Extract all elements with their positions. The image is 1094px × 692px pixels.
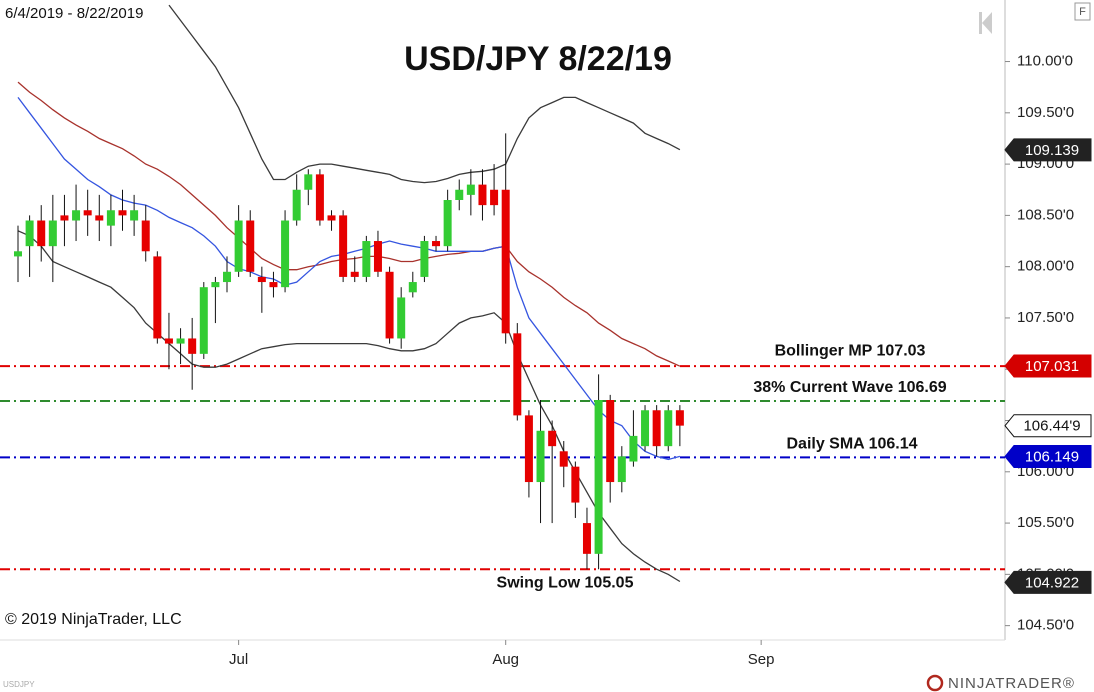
candle-body (257, 276, 266, 283)
f-button[interactable] (1074, 2, 1091, 21)
candle-body (292, 189, 301, 221)
indicator-line (168, 4, 681, 184)
x-tick-label: Jul (229, 651, 248, 668)
annotation: Bollinger MP 107.03 (775, 342, 926, 359)
candle-body (83, 210, 92, 216)
candle-body (118, 210, 127, 216)
brand-logo (926, 674, 944, 692)
price-marker-label: 107.031 (1025, 358, 1079, 375)
candle-body (432, 241, 441, 247)
candle-body (234, 220, 243, 272)
candle-body (164, 338, 173, 344)
price-marker (1004, 414, 1092, 438)
price-marker-label: 106.149 (1025, 448, 1079, 465)
candle-body (72, 210, 81, 221)
candle-body (327, 215, 336, 221)
candle-body (548, 430, 557, 447)
collapse-icon[interactable] (979, 12, 992, 34)
candle-body (373, 241, 382, 272)
y-tick-label: 107.50'0 (1017, 309, 1074, 326)
candle-body (37, 220, 46, 247)
candle-body (664, 410, 673, 447)
indicator-line (17, 230, 681, 583)
candle-body (420, 241, 429, 277)
price-marker-label: 109.139 (1025, 142, 1079, 159)
candle-body (315, 174, 324, 221)
y-tick-label: 109.50'0 (1017, 104, 1074, 121)
candle-body (478, 184, 487, 206)
candle-body (25, 220, 34, 247)
candle-body (490, 189, 499, 206)
y-tick-label: 105.50'0 (1017, 514, 1074, 531)
candle-body (641, 410, 650, 447)
candle-body (606, 400, 615, 483)
instrument: USDJPY (3, 680, 35, 689)
candle-body (48, 220, 57, 247)
y-tick-label: 108.00'0 (1017, 258, 1074, 275)
candle-body (304, 174, 313, 190)
annotation: Daily SMA 106.14 (786, 436, 917, 453)
x-tick-label: Sep (748, 651, 775, 668)
candle-body (629, 435, 638, 462)
candle-body (455, 189, 464, 200)
y-tick-label: 104.50'0 (1017, 617, 1074, 634)
candle-body (141, 220, 150, 252)
price-marker (1004, 354, 1092, 378)
indicator-line (17, 97, 681, 461)
candle-body (281, 220, 290, 288)
candle-body (571, 466, 580, 503)
price-marker (1004, 445, 1092, 469)
candle-body (269, 282, 278, 288)
candle-body (153, 256, 162, 339)
candle-body (188, 338, 197, 354)
candle-body (501, 189, 510, 334)
candle-body (223, 271, 232, 283)
annotation: 38% Current Wave 106.69 (753, 379, 946, 396)
chart-title: USD/JPY 8/22/19 (404, 40, 672, 78)
y-tick-label: 108.50'0 (1017, 206, 1074, 223)
candle-body (524, 415, 533, 483)
indicator-line (17, 81, 681, 367)
candle-body (130, 210, 139, 221)
candle-body (199, 287, 208, 354)
candle-body (397, 297, 406, 339)
brand-name: NINJATRADER® (948, 675, 1075, 692)
candle-body (594, 400, 603, 554)
candle-body (652, 410, 661, 447)
plot-area (0, 4, 1005, 583)
candle-body (675, 410, 684, 426)
price-marker (1004, 570, 1092, 594)
price-marker-label: 104.922 (1025, 574, 1079, 591)
candle-body (106, 210, 115, 226)
candle-body (339, 215, 348, 277)
candle-body (60, 215, 69, 221)
candle-body (350, 271, 359, 277)
price-marker-label: 106.44'9 (1023, 418, 1080, 435)
copyright: © 2019 NinjaTrader, LLC (5, 611, 182, 628)
candle-body (13, 251, 22, 257)
candle-body (246, 220, 255, 272)
candle-body (176, 338, 185, 344)
x-tick-label: Aug (492, 651, 519, 668)
candle-body (617, 456, 626, 483)
date-range: 6/4/2019 - 8/22/2019 (5, 5, 143, 22)
candle-body (559, 451, 568, 467)
candle-body (408, 282, 417, 293)
annotation: Swing Low 105.05 (497, 574, 634, 591)
candle-body (95, 215, 104, 221)
price-marker (1004, 138, 1092, 162)
candle-body (466, 184, 475, 195)
candle-body (443, 200, 452, 247)
candle-body (513, 333, 522, 416)
candle-body (211, 282, 220, 288)
candle-body (536, 430, 545, 483)
axes: 110.00'0109.50'0109.00'0108.50'0108.00'0… (229, 53, 1074, 668)
candle-body (582, 523, 591, 554)
candle-body (362, 241, 371, 277)
y-tick-label: 110.00'0 (1017, 53, 1073, 70)
candle-body (385, 271, 394, 339)
f-button-label[interactable]: F (1079, 6, 1086, 18)
